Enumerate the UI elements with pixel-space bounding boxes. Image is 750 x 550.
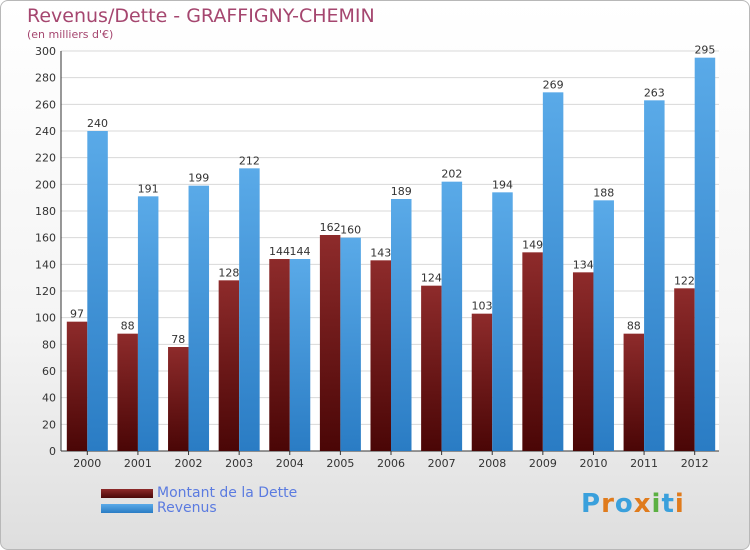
data-label-revenue: 295 — [694, 44, 715, 57]
y-tick-label: 80 — [42, 338, 56, 351]
legend-label-revenue: Revenus — [157, 500, 217, 516]
x-tick-label: 2010 — [579, 457, 607, 470]
data-label-debt: 124 — [421, 272, 442, 285]
data-label-revenue: 263 — [644, 86, 665, 99]
legend-label-debt: Montant de la Dette — [157, 485, 298, 501]
bar-debt — [117, 333, 138, 451]
y-tick-label: 180 — [35, 205, 56, 218]
bar-debt — [674, 288, 695, 451]
bar-revenue — [644, 100, 665, 451]
logo-letter: i — [651, 489, 662, 519]
bar-debt — [319, 235, 341, 451]
data-label-debt: 78 — [171, 333, 185, 346]
bar-revenue — [391, 199, 412, 451]
data-label-revenue: 194 — [492, 178, 513, 191]
logo-letter: P — [581, 489, 602, 519]
bar-revenue — [289, 259, 311, 451]
x-tick-label: 2009 — [529, 457, 557, 470]
bar-revenue — [492, 192, 513, 452]
bar-debt — [66, 321, 88, 451]
x-tick-label: 2006 — [377, 457, 405, 470]
x-tick-label: 2004 — [276, 457, 304, 470]
data-label-debt: 149 — [522, 238, 543, 251]
legend-swatch-debt — [101, 489, 153, 498]
y-tick-label: 0 — [49, 445, 56, 458]
y-tick-label: 240 — [35, 125, 56, 138]
bar-revenue — [694, 57, 716, 452]
chart-subtitle: (en milliers d'€) — [27, 28, 114, 41]
bar-debt — [168, 347, 189, 451]
data-label-debt: 103 — [471, 300, 492, 313]
legend-swatch-revenue — [101, 504, 153, 513]
data-label-debt: 162 — [320, 221, 341, 234]
bar-debt — [421, 285, 442, 451]
logo-letter: t — [661, 489, 675, 519]
chart-title: Revenus/Dette - GRAFFIGNY-CHEMIN — [27, 5, 375, 27]
x-tick-label: 2007 — [428, 457, 456, 470]
y-tick-label: 100 — [35, 312, 56, 325]
data-label-revenue: 240 — [87, 117, 108, 130]
data-label-debt: 88 — [627, 320, 641, 333]
x-tick-label: 2011 — [630, 457, 658, 470]
bar-revenue — [593, 200, 614, 451]
bar-debt — [572, 272, 594, 451]
x-tick-label: 2012 — [681, 457, 709, 470]
bar-revenue — [188, 185, 210, 451]
data-label-debt: 144 — [269, 245, 290, 258]
x-tick-label: 2008 — [478, 457, 506, 470]
data-label-debt: 122 — [674, 274, 695, 287]
data-label-revenue: 212 — [239, 154, 260, 167]
y-tick-label: 260 — [35, 98, 56, 111]
data-label-debt: 88 — [121, 320, 135, 333]
data-label-debt: 128 — [218, 266, 239, 279]
bar-revenue — [239, 168, 260, 452]
y-tick-label: 140 — [35, 258, 56, 271]
data-label-revenue: 199 — [188, 172, 209, 185]
bar-revenue — [340, 237, 361, 451]
y-tick-label: 60 — [42, 365, 56, 378]
bar-revenue — [441, 181, 463, 451]
y-tick-label: 40 — [42, 392, 56, 405]
proxiti-logo: Proxiti — [581, 489, 685, 519]
data-label-revenue: 160 — [340, 224, 361, 237]
x-tick-label: 2001 — [124, 457, 152, 470]
bar-debt — [471, 313, 493, 451]
bar-revenue — [87, 131, 108, 451]
bar-debt — [370, 260, 391, 451]
bar-debt — [269, 259, 290, 451]
x-tick-label: 2005 — [326, 457, 354, 470]
y-tick-label: 160 — [35, 232, 56, 245]
data-label-debt: 143 — [370, 246, 391, 259]
data-label-debt: 134 — [573, 258, 594, 271]
bar-revenue — [542, 92, 564, 451]
data-label-revenue: 188 — [593, 186, 614, 199]
bar-debt — [522, 252, 543, 451]
data-label-revenue: 189 — [391, 185, 412, 198]
y-tick-label: 20 — [42, 418, 56, 431]
logo-letter: x — [633, 489, 652, 519]
x-tick-label: 2000 — [73, 457, 101, 470]
data-label-revenue: 202 — [441, 168, 462, 181]
bar-revenue — [137, 196, 159, 451]
y-tick-label: 220 — [35, 152, 56, 165]
data-label-debt: 97 — [70, 308, 84, 321]
bar-debt — [218, 280, 240, 451]
y-tick-label: 300 — [35, 45, 56, 58]
y-tick-label: 200 — [35, 178, 56, 191]
y-tick-label: 120 — [35, 285, 56, 298]
data-label-revenue: 144 — [290, 245, 311, 258]
bar-debt — [623, 333, 645, 451]
x-tick-label: 2003 — [225, 457, 253, 470]
logo-letter: r — [601, 489, 615, 519]
x-tick-label: 2002 — [175, 457, 203, 470]
logo-letter: o — [614, 489, 634, 519]
y-tick-label: 280 — [35, 72, 56, 85]
data-label-revenue: 269 — [543, 78, 564, 91]
data-label-revenue: 191 — [138, 182, 159, 195]
logo-letter: i — [674, 489, 685, 519]
